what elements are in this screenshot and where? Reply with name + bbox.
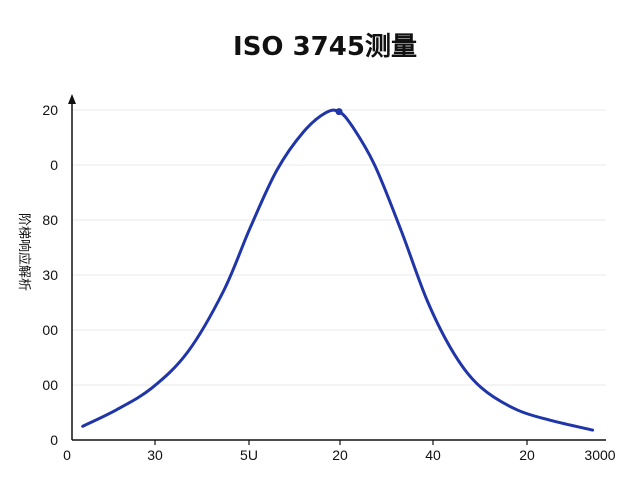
x-tick-label: 20	[519, 447, 535, 463]
series-line	[81, 108, 595, 432]
y-axis-arrow-icon	[68, 94, 76, 104]
y-tick-label: 80	[42, 212, 58, 228]
x-axis-ticks: 0 30 5U 20 40 20 3000	[63, 440, 616, 463]
chart-title: ISO 3745测量	[233, 32, 417, 62]
x-tick-label: 40	[425, 447, 441, 463]
y-axis-label: 阶梯响应解析	[16, 213, 32, 291]
x-tick-label: 30	[147, 447, 163, 463]
x-tick-label: 20	[332, 447, 348, 463]
peak-point	[335, 108, 343, 116]
y-tick-label: 20	[42, 102, 58, 118]
y-tick-label: 00	[42, 322, 58, 338]
y-tick-label: 0	[50, 157, 58, 173]
x-tick-label: 3000	[584, 447, 615, 463]
x-tick-label: 5U	[240, 447, 258, 463]
x-tick-label: 0	[63, 447, 71, 463]
series-layer	[81, 108, 595, 432]
y-tick-label: 30	[42, 267, 58, 283]
y-tick-label: 00	[42, 377, 58, 393]
grid	[72, 109, 606, 386]
y-tick-label: 0	[50, 432, 58, 448]
